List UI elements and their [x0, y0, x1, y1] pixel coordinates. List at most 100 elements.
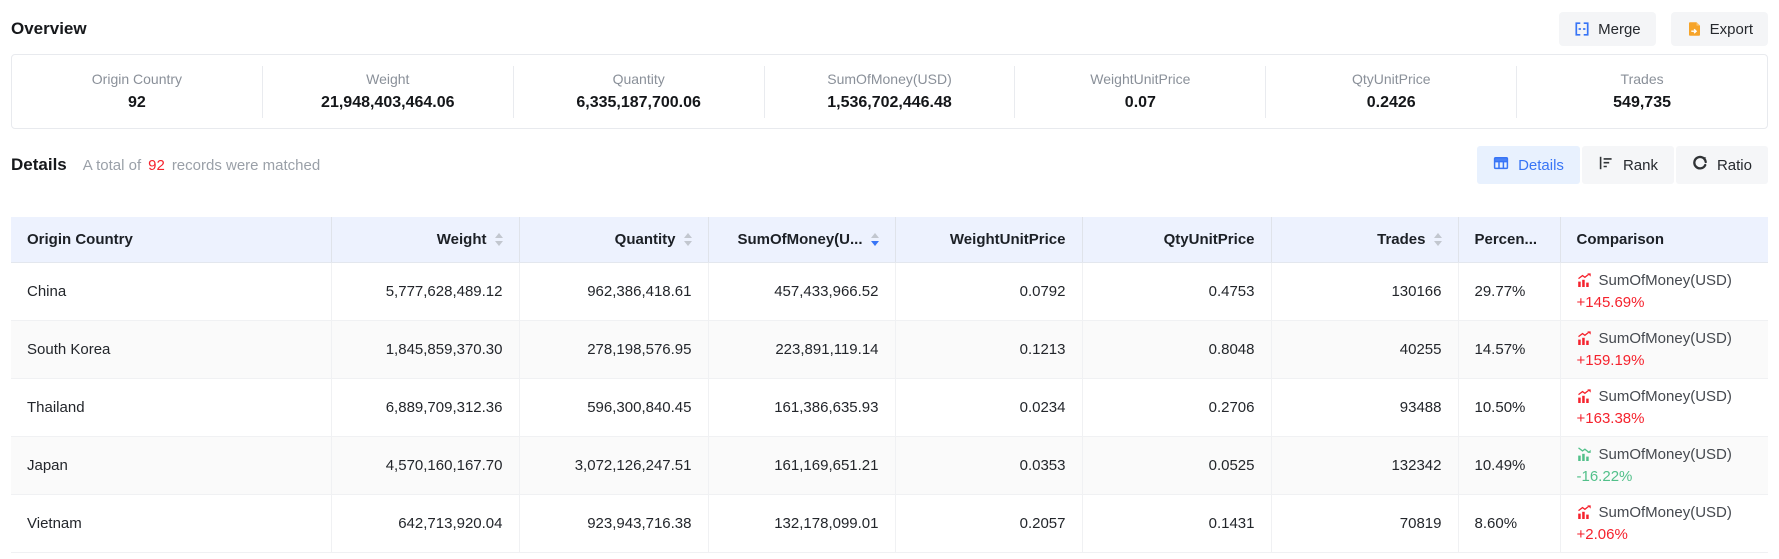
comparison-change: +159.19% — [1577, 353, 1753, 368]
topbar-actions: Merge Export — [1559, 12, 1768, 46]
comparison-change: +2.06% — [1577, 527, 1753, 542]
cell-percent: 29.77% — [1458, 262, 1560, 320]
table-row[interactable]: Vietnam 642,713,920.04 923,943,716.38 13… — [11, 494, 1768, 552]
summary-prefix: A total of — [83, 157, 141, 174]
stat-label: Trades — [1621, 71, 1664, 87]
trend-down-icon — [1577, 447, 1592, 462]
comparison-change: -16.22% — [1577, 469, 1753, 484]
page-title: Overview — [11, 19, 87, 39]
column-header-label: Weight — [437, 231, 487, 248]
table-row[interactable]: Thailand 6,889,709,312.36 596,300,840.45… — [11, 378, 1768, 436]
stat-label: Origin Country — [92, 71, 182, 87]
tab-ratio[interactable]: Ratio — [1676, 146, 1768, 184]
overview-stat: WeightUnitPrice 0.07 — [1014, 66, 1265, 118]
sort-control — [1434, 233, 1442, 246]
overview-stats: Origin Country 92 Weight 21,948,403,464.… — [11, 54, 1768, 129]
details-summary: A total of92records were matched — [83, 157, 320, 174]
sort-asc-icon — [684, 233, 692, 238]
column-header-label: Trades — [1377, 231, 1425, 248]
export-button-label: Export — [1710, 21, 1753, 38]
stat-label: SumOfMoney(USD) — [827, 71, 951, 87]
comparison-cell: SumOfMoney(USD) +163.38% — [1560, 378, 1768, 436]
stat-label: QtyUnitPrice — [1352, 71, 1431, 87]
trend-up-icon — [1577, 505, 1592, 520]
cell-weight: 1,845,859,370.30 — [331, 320, 519, 378]
tab-rank-label: Rank — [1623, 157, 1658, 174]
column-header[interactable]: SumOfMoney(U... — [708, 217, 895, 262]
table-row[interactable]: Japan 4,570,160,167.70 3,072,126,247.51 … — [11, 436, 1768, 494]
details-bar: Details A total of92records were matched… — [11, 146, 1768, 184]
column-header-label: WeightUnitPrice — [950, 231, 1066, 248]
table-header-row: Origin Country Weight Quantity SumOfMone… — [11, 217, 1768, 262]
comparison-change: +145.69% — [1577, 295, 1753, 310]
cell-origin-country: China — [11, 262, 331, 320]
cell-sum-of-money: 161,169,651.21 — [708, 436, 895, 494]
sort-desc-icon — [871, 241, 879, 246]
sort-control — [495, 233, 503, 246]
column-header[interactable]: Quantity — [519, 217, 708, 262]
merge-icon — [1574, 21, 1590, 37]
cell-sum-of-money: 457,433,966.52 — [708, 262, 895, 320]
cell-origin-country: South Korea — [11, 320, 331, 378]
export-icon — [1686, 21, 1702, 37]
sort-asc-icon — [495, 233, 503, 238]
cell-trades: 130166 — [1271, 262, 1458, 320]
tab-details[interactable]: Details — [1477, 146, 1580, 184]
rank-icon — [1598, 155, 1614, 175]
cell-weight: 642,713,920.04 — [331, 494, 519, 552]
cell-weight: 4,570,160,167.70 — [331, 436, 519, 494]
cell-qty-unit-price: 0.8048 — [1082, 320, 1271, 378]
details-title: Details — [11, 155, 67, 175]
trend-up-icon — [1577, 389, 1592, 404]
trend-up-icon — [1577, 273, 1592, 288]
cell-percent: 10.49% — [1458, 436, 1560, 494]
sort-asc-icon — [1434, 233, 1442, 238]
sort-asc-icon — [871, 233, 879, 238]
tab-rank[interactable]: Rank — [1582, 146, 1674, 184]
table-body: China 5,777,628,489.12 962,386,418.61 45… — [11, 262, 1768, 552]
column-header: QtyUnitPrice — [1082, 217, 1271, 262]
column-header[interactable]: Weight — [331, 217, 519, 262]
cell-trades: 70819 — [1271, 494, 1458, 552]
comparison-cell: SumOfMoney(USD) +2.06% — [1560, 494, 1768, 552]
cell-origin-country: Japan — [11, 436, 331, 494]
merge-button-label: Merge — [1598, 21, 1641, 38]
column-header: WeightUnitPrice — [895, 217, 1082, 262]
comparison-metric: SumOfMoney(USD) — [1599, 273, 1732, 288]
cell-weight-unit-price: 0.2057 — [895, 494, 1082, 552]
overview-stat: Weight 21,948,403,464.06 — [262, 66, 513, 118]
stat-label: Weight — [366, 71, 409, 87]
column-header-label: Percen... — [1475, 231, 1538, 248]
sort-desc-icon — [495, 241, 503, 246]
stat-value: 0.2426 — [1367, 94, 1416, 112]
view-tabs: Details Rank — [1477, 146, 1768, 184]
overview-stat: QtyUnitPrice 0.2426 — [1265, 66, 1516, 118]
cell-percent: 10.50% — [1458, 378, 1560, 436]
cell-weight: 6,889,709,312.36 — [331, 378, 519, 436]
cell-qty-unit-price: 0.4753 — [1082, 262, 1271, 320]
table-icon — [1493, 155, 1509, 175]
column-header-label: QtyUnitPrice — [1164, 231, 1255, 248]
export-button[interactable]: Export — [1671, 12, 1768, 46]
merge-button[interactable]: Merge — [1559, 12, 1656, 46]
overview-stat: Origin Country 92 — [12, 66, 262, 118]
cell-qty-unit-price: 0.1431 — [1082, 494, 1271, 552]
cell-qty-unit-price: 0.2706 — [1082, 378, 1271, 436]
cell-quantity: 596,300,840.45 — [519, 378, 708, 436]
cell-qty-unit-price: 0.0525 — [1082, 436, 1271, 494]
column-header[interactable]: Trades — [1271, 217, 1458, 262]
cell-quantity: 923,943,716.38 — [519, 494, 708, 552]
comparison-metric: SumOfMoney(USD) — [1599, 447, 1732, 462]
stat-value: 1,536,702,446.48 — [827, 94, 952, 112]
record-count: 92 — [148, 157, 165, 174]
cell-weight-unit-price: 0.1213 — [895, 320, 1082, 378]
comparison-metric: SumOfMoney(USD) — [1599, 331, 1732, 346]
table-row[interactable]: China 5,777,628,489.12 962,386,418.61 45… — [11, 262, 1768, 320]
overview-stat: Quantity 6,335,187,700.06 — [513, 66, 764, 118]
trend-up-icon — [1577, 331, 1592, 346]
table-row[interactable]: South Korea 1,845,859,370.30 278,198,576… — [11, 320, 1768, 378]
cell-weight-unit-price: 0.0353 — [895, 436, 1082, 494]
tab-ratio-label: Ratio — [1717, 157, 1752, 174]
column-header-label: Quantity — [615, 231, 676, 248]
column-header-label: Origin Country — [27, 231, 133, 248]
